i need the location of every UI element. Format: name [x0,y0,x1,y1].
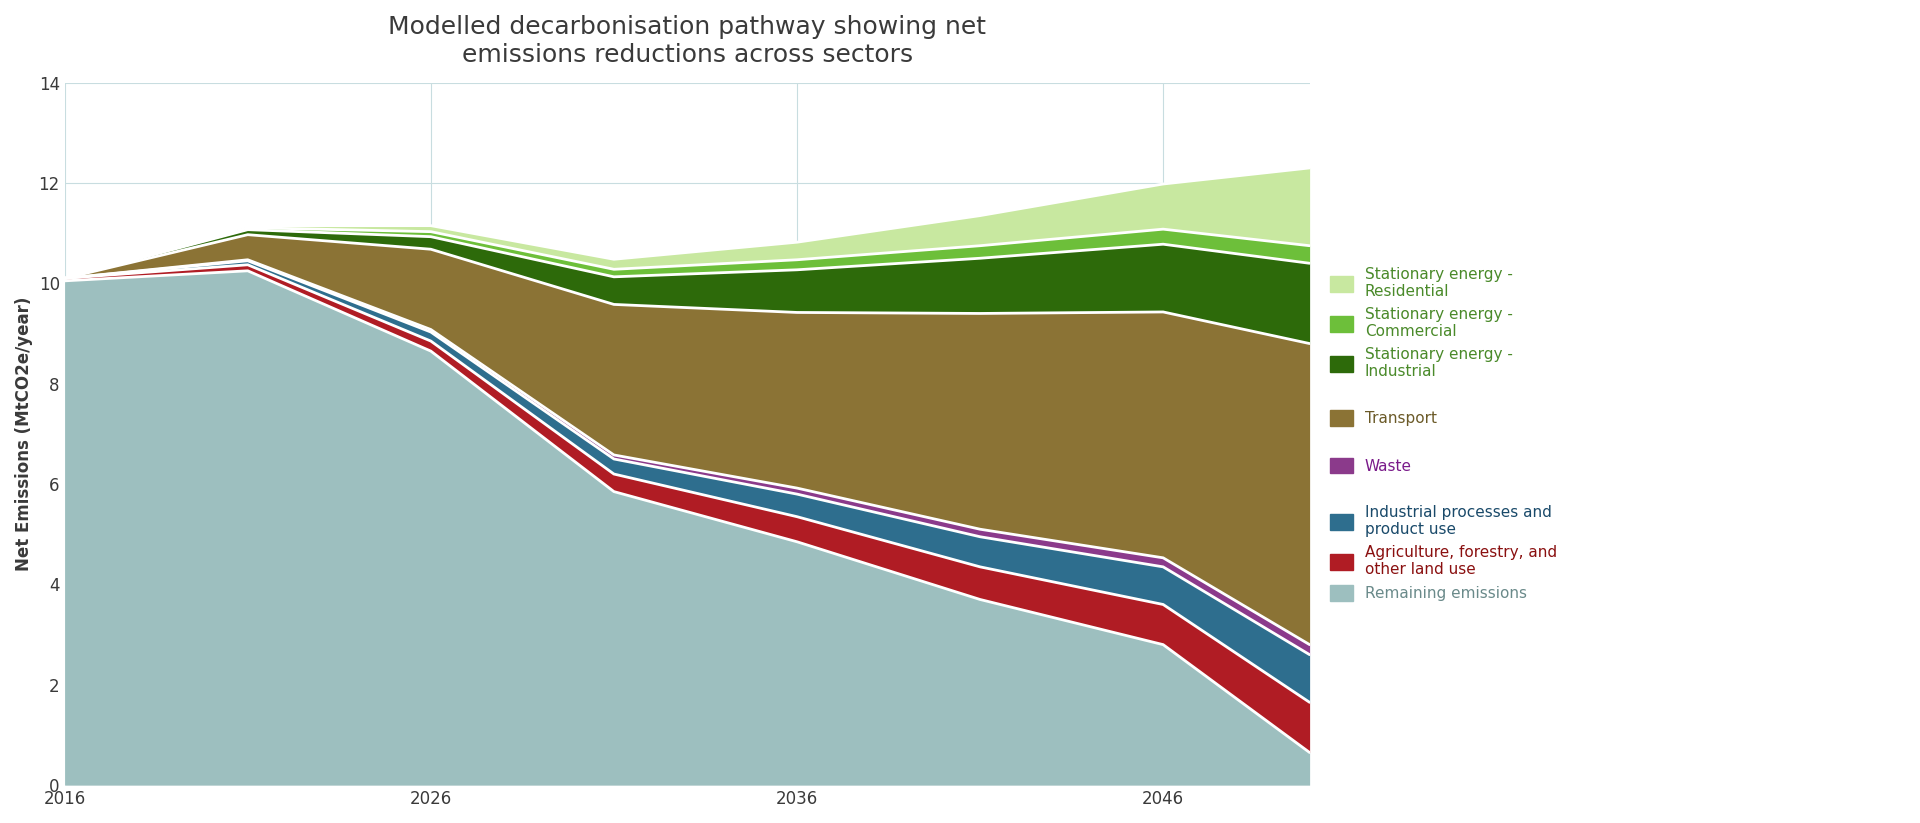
Y-axis label: Net Emissions (MtCO2e/year): Net Emissions (MtCO2e/year) [15,297,33,571]
Title: Modelled decarbonisation pathway showing net
emissions reductions across sectors: Modelled decarbonisation pathway showing… [388,15,987,67]
Legend: Stationary energy -
Residential, Stationary energy -
Commercial, Stationary ener: Stationary energy - Residential, Station… [1331,267,1557,601]
